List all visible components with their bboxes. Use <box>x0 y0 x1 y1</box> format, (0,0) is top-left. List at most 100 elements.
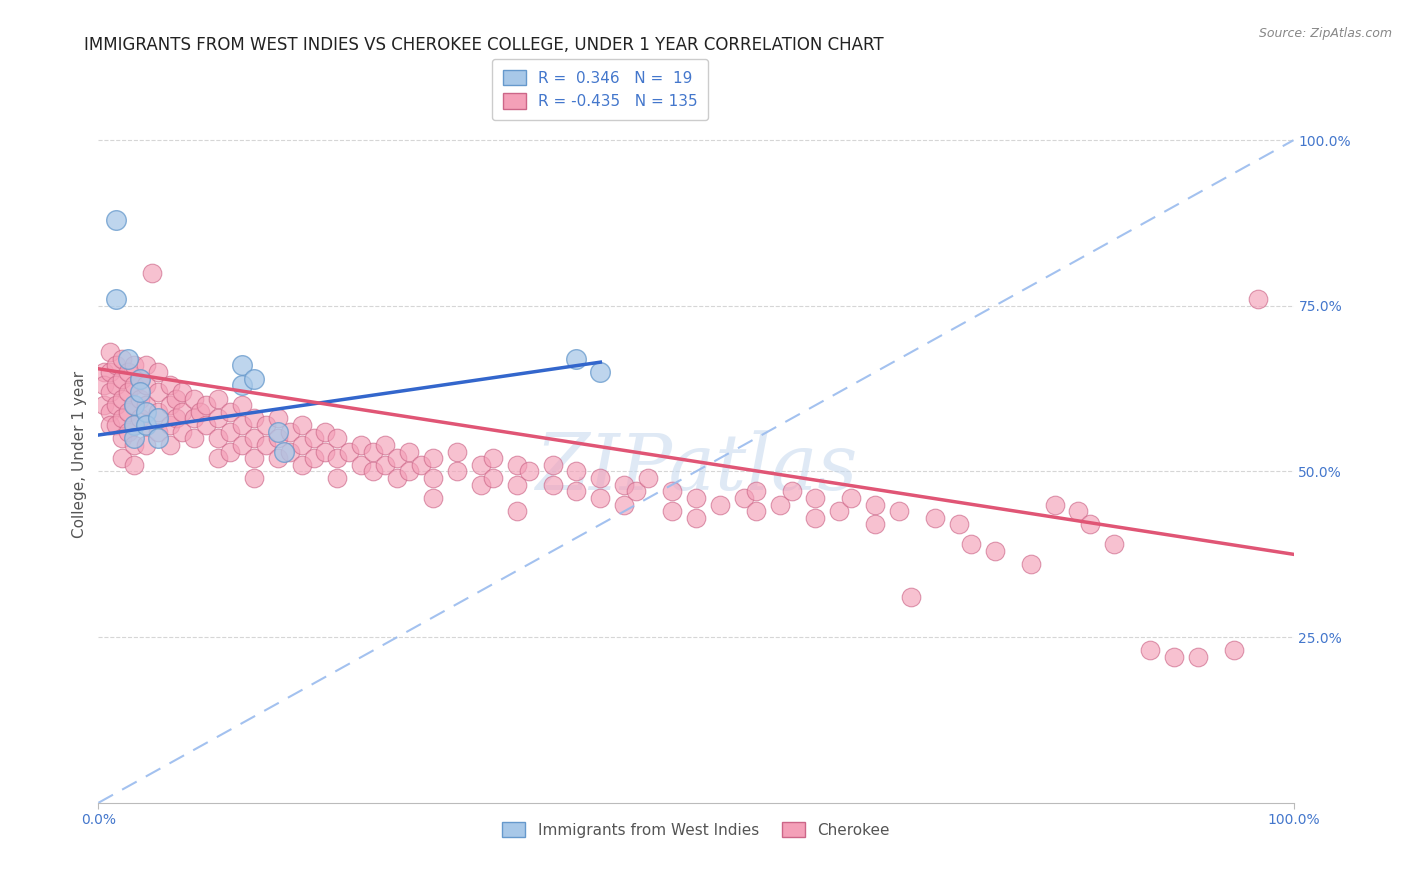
Point <box>207 451 229 466</box>
Point <box>129 384 152 399</box>
Point <box>326 471 349 485</box>
Point <box>960 537 983 551</box>
Point <box>291 458 314 472</box>
Point <box>105 292 128 306</box>
Point <box>517 465 540 479</box>
Point <box>422 471 444 485</box>
Point <box>350 438 373 452</box>
Point <box>117 425 139 439</box>
Point <box>117 365 139 379</box>
Point <box>207 411 229 425</box>
Point <box>565 351 588 366</box>
Text: IMMIGRANTS FROM WEST INDIES VS CHEROKEE COLLEGE, UNDER 1 YEAR CORRELATION CHART: IMMIGRANTS FROM WEST INDIES VS CHEROKEE … <box>84 36 884 54</box>
Point <box>267 425 290 439</box>
Point <box>93 378 115 392</box>
Point <box>124 418 146 433</box>
Text: ZIPatlas: ZIPatlas <box>534 431 858 507</box>
Point <box>135 418 157 433</box>
Point <box>98 405 122 419</box>
Point <box>159 418 181 433</box>
Point <box>148 405 170 419</box>
Point <box>195 418 218 433</box>
Point <box>865 498 887 512</box>
Point <box>183 392 205 406</box>
Point <box>1080 517 1102 532</box>
Point <box>315 444 337 458</box>
Point <box>506 504 529 518</box>
Point <box>124 398 146 412</box>
Point <box>291 438 314 452</box>
Point <box>93 365 115 379</box>
Point <box>745 504 768 518</box>
Point <box>111 451 134 466</box>
Point <box>124 378 146 392</box>
Point <box>129 372 152 386</box>
Point <box>219 425 242 439</box>
Point <box>172 425 194 439</box>
Point <box>172 384 194 399</box>
Point <box>1043 498 1066 512</box>
Point <box>165 411 187 425</box>
Point <box>254 438 277 452</box>
Point <box>1139 643 1161 657</box>
Point <box>148 411 170 425</box>
Point <box>172 405 194 419</box>
Point <box>889 504 911 518</box>
Point <box>709 498 731 512</box>
Point <box>219 405 242 419</box>
Point <box>661 504 683 518</box>
Point <box>129 372 152 386</box>
Point <box>267 431 290 445</box>
Point <box>924 511 946 525</box>
Point <box>613 477 636 491</box>
Point <box>124 438 146 452</box>
Point <box>1019 558 1042 572</box>
Point <box>363 444 385 458</box>
Point <box>385 451 409 466</box>
Point <box>315 425 337 439</box>
Point <box>148 365 170 379</box>
Point <box>1104 537 1126 551</box>
Point <box>780 484 803 499</box>
Point <box>398 444 420 458</box>
Point <box>1067 504 1090 518</box>
Point <box>506 477 529 491</box>
Point <box>446 444 468 458</box>
Point <box>374 438 396 452</box>
Point <box>984 544 1007 558</box>
Point <box>111 392 134 406</box>
Point <box>124 359 146 373</box>
Point <box>685 511 707 525</box>
Point <box>326 451 349 466</box>
Point <box>900 591 922 605</box>
Point <box>231 378 253 392</box>
Point <box>117 405 139 419</box>
Point <box>183 431 205 445</box>
Point <box>589 365 612 379</box>
Point <box>541 458 564 472</box>
Point <box>1163 650 1185 665</box>
Point <box>135 359 157 373</box>
Point <box>105 378 128 392</box>
Point <box>231 418 253 433</box>
Point <box>148 431 170 445</box>
Point <box>254 418 277 433</box>
Point <box>411 458 433 472</box>
Point <box>117 384 139 399</box>
Point <box>98 418 122 433</box>
Point <box>135 418 157 433</box>
Point <box>422 491 444 505</box>
Point <box>506 458 529 472</box>
Point <box>626 484 648 499</box>
Point <box>243 451 266 466</box>
Point <box>243 411 266 425</box>
Point <box>685 491 707 505</box>
Point <box>339 444 361 458</box>
Point <box>111 411 134 425</box>
Point <box>159 378 181 392</box>
Point <box>188 405 211 419</box>
Point <box>135 398 157 412</box>
Point <box>385 471 409 485</box>
Point <box>243 431 266 445</box>
Point <box>745 484 768 499</box>
